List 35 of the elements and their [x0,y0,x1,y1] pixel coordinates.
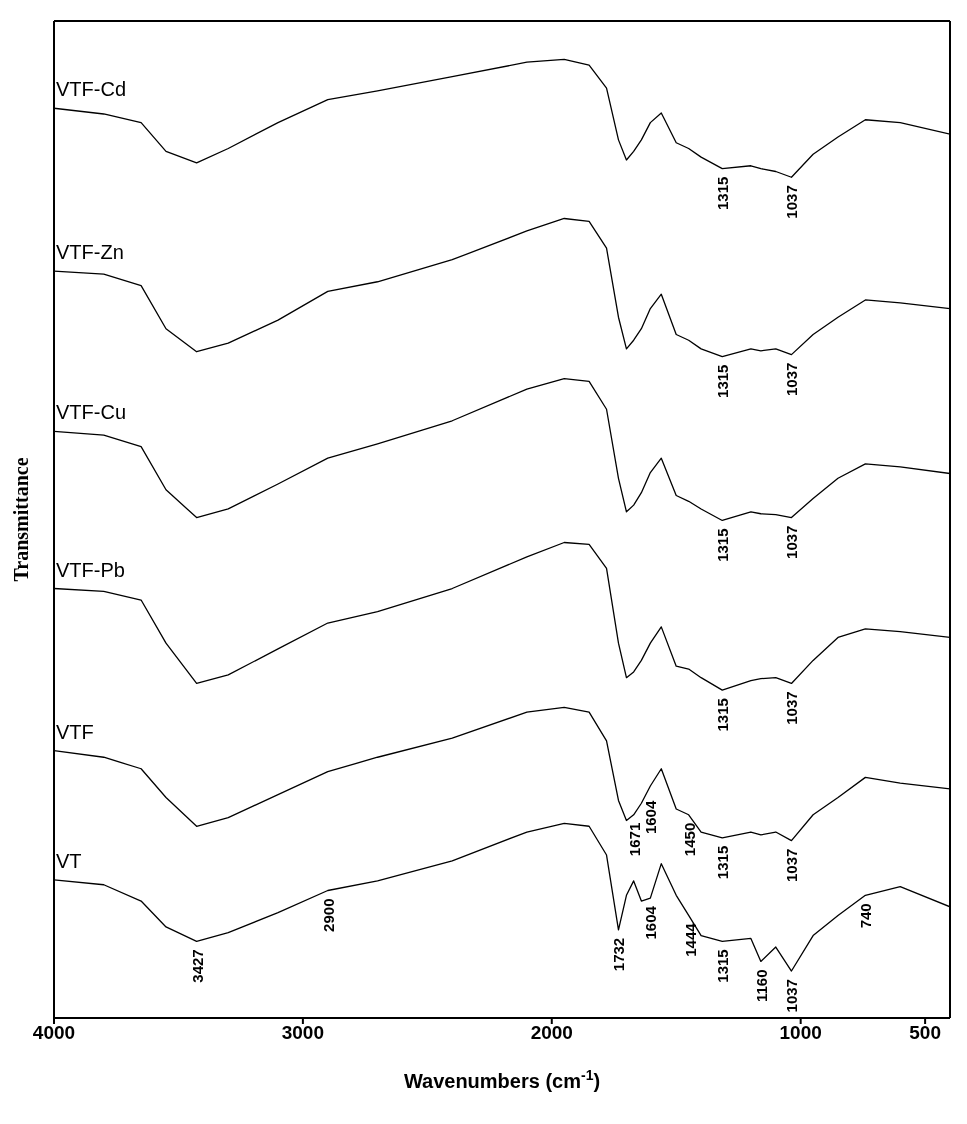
annotation: 740 [857,903,875,929]
series-label: VTF-Zn [56,241,124,264]
annotation: 3427 [188,949,206,983]
annotation: 1315 [714,949,732,983]
series-label: VTF [56,720,94,743]
annotation: 1037 [783,848,801,883]
annotation: 1315 [714,364,732,398]
annotation: 1315 [714,528,732,562]
annotation: 1315 [714,698,732,732]
annotation: 1604 [642,905,660,940]
annotation: 1732 [610,937,628,972]
x-tick-label: 1000 [779,1022,822,1044]
x-tick-label: 500 [909,1022,941,1044]
annotation: 1444 [682,922,700,957]
series-label: VTF-Cu [56,401,126,424]
x-tick-label: 2000 [530,1022,573,1044]
x-tick-label: 4000 [32,1022,76,1044]
x-tick-label: 3000 [281,1022,325,1044]
annotation: 1037 [783,691,801,725]
series-label: VTF-Pb [56,558,125,581]
annotation: 1450 [680,822,698,857]
x-axis-title: Wavenumbers (cm$^{-1}$) [403,1067,601,1092]
annotation: 1315 [714,176,732,211]
annotation: 1037 [783,185,801,219]
annotation: 1604 [642,800,660,835]
annotation: 1160 [752,969,770,1002]
annotation: 1671 [625,822,643,857]
annotation: 1037 [783,362,801,396]
annotation: 1315 [714,845,732,880]
annotation: 1037 [783,979,801,1013]
annotation: 2900 [319,898,337,932]
annotation: 1037 [783,525,801,559]
series-label: VTF-Cd [56,78,126,101]
series-label: VT [56,849,82,872]
y-axis-title: Transmittance [10,457,32,582]
